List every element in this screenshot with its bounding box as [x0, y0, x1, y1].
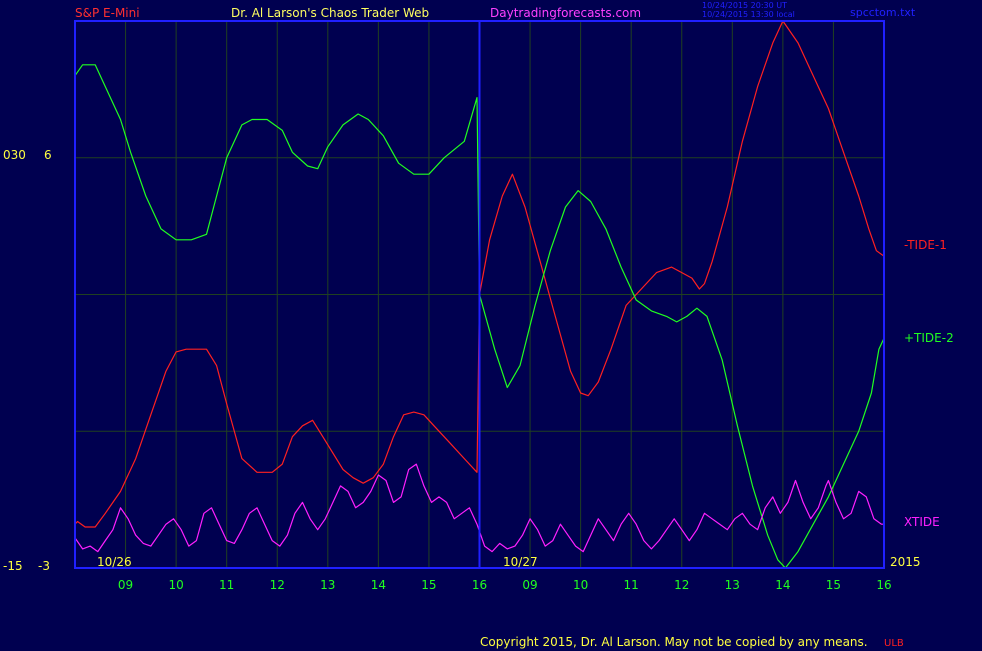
- author-title: Dr. Al Larson's Chaos Trader Web: [231, 6, 430, 20]
- hour-tick-label-1: 10: [168, 578, 183, 592]
- series-label-xtide: XTIDE: [904, 515, 940, 529]
- ulb-mark: ULB: [884, 638, 904, 649]
- hour-tick-label-14: 15: [826, 578, 841, 592]
- hour-tick-label-4: 13: [320, 578, 335, 592]
- date-label-1026: 10/26: [97, 555, 132, 569]
- site-link[interactable]: Daytradingforecasts.com: [490, 6, 642, 20]
- chart-frame: [74, 20, 885, 569]
- hour-tick-labels: 09 10 11 12 13 14 15 16 09 10 11 12 13 14 15 16: [118, 578, 892, 592]
- hour-tick-label-8: 09: [522, 578, 537, 592]
- symbol-title: S&P E-Mini: [75, 6, 140, 20]
- y-label-inner-top: 6: [44, 148, 52, 162]
- hour-tick-label-5: 14: [371, 578, 386, 592]
- copyright-notice: Copyright 2015, Dr. Al Larson. May not b…: [480, 635, 868, 649]
- hour-tick-label-11: 12: [674, 578, 689, 592]
- y-label-outer-bottom: -15: [3, 559, 23, 573]
- hour-tick-label-15: 16: [876, 578, 891, 592]
- hour-tick-label-6: 15: [421, 578, 436, 592]
- hour-tick-label-2: 11: [219, 578, 234, 592]
- y-label-outer-top: 030: [3, 148, 26, 162]
- year-label: 2015: [890, 555, 921, 569]
- hour-tick-label-12: 13: [725, 578, 740, 592]
- hour-tick-label-7: 16: [472, 578, 487, 592]
- timestamp-ut: 10/24/2015 20:30 UT: [702, 1, 787, 10]
- file-name: spcctom.txt: [850, 6, 916, 19]
- hour-tick-label-13: 14: [775, 578, 790, 592]
- date-label-1027: 10/27: [503, 555, 538, 569]
- timestamp-local: 10/24/2015 13:30 local: [702, 10, 795, 19]
- series-line-tide-1: [74, 20, 885, 528]
- hour-tick-label-9: 10: [573, 578, 588, 592]
- series-label-tide2: +TIDE-2: [904, 331, 954, 345]
- y-label-inner-bottom: -3: [38, 559, 50, 573]
- series-label-tide1: -TIDE-1: [904, 238, 947, 252]
- hour-tick-label-0: 09: [118, 578, 133, 592]
- hour-tick-label-3: 12: [270, 578, 285, 592]
- series-line-xtide: [74, 463, 884, 553]
- hour-tick-label-10: 11: [624, 578, 639, 592]
